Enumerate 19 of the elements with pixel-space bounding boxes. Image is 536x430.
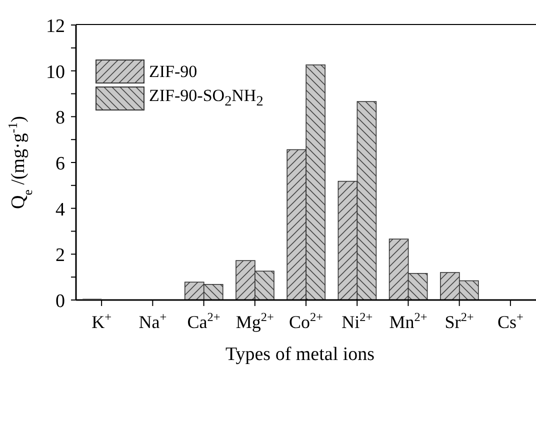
y-tick-label: 8	[56, 108, 65, 129]
x-tick-label: Mn$^{2+}$	[389, 310, 428, 332]
x-tick-label: K$^{+}$	[92, 310, 112, 332]
x-tick-label: Na$^{+}$	[138, 310, 167, 332]
x-tick-label: Sr$^{2+}$	[444, 310, 474, 332]
x-tick-label: Ca$^{2+}$	[187, 310, 220, 332]
x-tick-label: Ni$^{2+}$	[342, 310, 373, 332]
y-tick-label: 0	[56, 291, 65, 312]
y-tick-label: 6	[56, 154, 65, 174]
y-tick-label: 4	[56, 199, 66, 220]
legend-label: ZIF-90	[149, 62, 198, 82]
x-tick-label: Co$^{2+}$	[288, 310, 324, 332]
x-axis-title: Types of metal ions	[225, 344, 375, 365]
legend-label: ZIF-90-SO$_{2}$NH$_{2}$	[149, 86, 264, 111]
y-tick-label: 12	[46, 16, 65, 37]
x-tick-label: Mg$^{2+}$	[236, 310, 274, 332]
y-tick-label: 10	[46, 62, 65, 83]
y-tick-label: 2	[56, 245, 65, 266]
x-tick-label: Cs$^{+}$	[497, 310, 524, 332]
